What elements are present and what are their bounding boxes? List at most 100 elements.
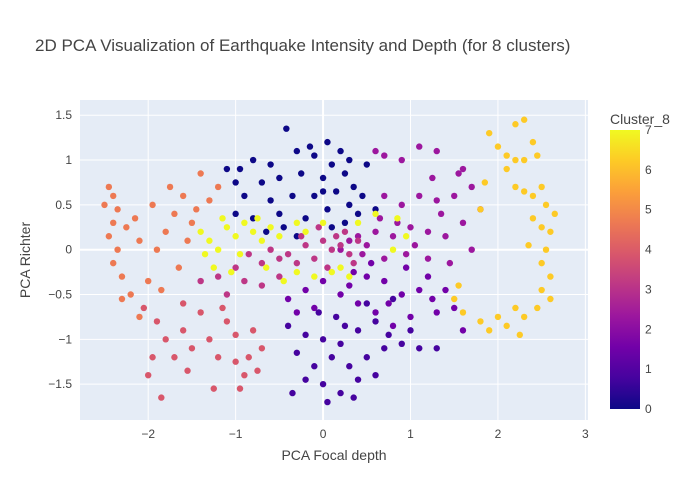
scatter-point xyxy=(311,363,318,370)
scatter-point xyxy=(298,233,305,240)
scatter-point xyxy=(293,219,301,227)
scatter-point xyxy=(547,295,554,303)
scatter-point xyxy=(214,273,222,280)
y-axis-ticks: −1.5 −1 −0.5 0 0.5 1 1.5 xyxy=(48,108,72,391)
scatter-point xyxy=(381,152,388,159)
scatter-point xyxy=(158,286,165,294)
scatter-point xyxy=(258,179,266,186)
scatter-point xyxy=(254,367,261,374)
scatter-point xyxy=(258,259,266,267)
scatter-point xyxy=(315,224,322,231)
scatter-point xyxy=(411,242,419,249)
scatter-point xyxy=(311,152,318,159)
scatter-point xyxy=(197,309,204,316)
scatter-point xyxy=(118,273,126,280)
scatter-point xyxy=(337,147,344,155)
scatter-point xyxy=(149,201,156,209)
scatter-point xyxy=(184,237,191,244)
scatter-point xyxy=(302,228,309,235)
scatter-point xyxy=(179,192,187,200)
scatter-point xyxy=(144,371,152,379)
scatter-point xyxy=(153,246,161,253)
scatter-point xyxy=(468,183,475,191)
scatter-point xyxy=(140,304,148,312)
scatter-point xyxy=(429,295,436,303)
scatter-point xyxy=(276,233,283,240)
scatter-point xyxy=(455,282,462,289)
scatter-point xyxy=(162,228,169,235)
scatter-point xyxy=(254,215,261,222)
plot-area xyxy=(80,100,588,420)
scatter-point xyxy=(232,233,239,240)
scatter-point xyxy=(319,237,327,244)
scatter-point xyxy=(424,228,432,235)
scatter-point xyxy=(328,161,336,168)
scatter-point xyxy=(171,210,178,218)
scatter-point xyxy=(551,210,558,218)
scatter-point xyxy=(381,255,388,262)
scatter-point xyxy=(162,336,169,343)
scatter-point xyxy=(520,313,528,321)
scatter-point xyxy=(381,192,388,200)
scatter-point xyxy=(367,259,375,267)
scatter-point xyxy=(363,242,370,249)
scatter-point xyxy=(311,273,318,280)
scatter-point xyxy=(337,340,344,348)
scatter-point xyxy=(283,125,290,132)
scatter-point xyxy=(267,246,274,253)
scatter-point xyxy=(512,304,519,312)
scatter-point xyxy=(258,282,266,289)
scatter-point xyxy=(503,152,510,159)
scatter-point xyxy=(206,237,213,244)
scatter-point xyxy=(118,295,126,303)
scatter-point xyxy=(459,327,467,334)
scatter-point xyxy=(433,197,440,204)
x-axis-label: PCA Focal depth xyxy=(281,447,386,463)
scatter-point xyxy=(241,371,248,379)
scatter-point xyxy=(346,363,353,370)
scatter-point xyxy=(337,246,344,253)
scatter-point xyxy=(236,165,244,173)
scatter-point xyxy=(354,300,362,307)
scatter-point xyxy=(459,309,467,316)
scatter-point xyxy=(389,295,397,303)
scatter-point xyxy=(311,304,318,312)
scatter-point xyxy=(538,183,545,191)
scatter-point xyxy=(529,138,537,146)
x-tick-label: −2 xyxy=(141,427,155,441)
scatter-point xyxy=(267,161,274,168)
scatter-point xyxy=(416,286,423,294)
scatter-point xyxy=(232,179,239,186)
scatter-point xyxy=(328,224,336,231)
scatter-point xyxy=(179,327,187,334)
y-tick-label: 0.5 xyxy=(55,198,72,212)
scatter-point xyxy=(468,246,475,253)
scatter-point xyxy=(341,219,349,227)
scatter-point xyxy=(276,273,283,280)
scatter-point xyxy=(302,286,309,294)
scatter-point xyxy=(311,255,318,262)
y-tick-label: −1.5 xyxy=(48,377,72,391)
scatter-point xyxy=(302,376,309,383)
scatter-point xyxy=(372,371,379,379)
scatter-point xyxy=(315,309,322,316)
scatter-point xyxy=(363,161,370,168)
scatter-point xyxy=(131,215,139,222)
scatter-point xyxy=(525,242,532,249)
scatter-point xyxy=(228,268,235,276)
scatter-point xyxy=(293,349,301,356)
scatter-point xyxy=(206,336,213,343)
scatter-point xyxy=(293,233,301,240)
scatter-point xyxy=(219,215,226,222)
scatter-point xyxy=(346,282,353,289)
scatter-point xyxy=(354,237,362,244)
scatter-point xyxy=(350,259,357,267)
scatter-point xyxy=(201,250,209,258)
scatter-point xyxy=(442,286,449,294)
scatter-point xyxy=(219,304,226,312)
y-axis-label: PCA Richter xyxy=(17,222,33,299)
scatter-point xyxy=(354,219,362,227)
colorbar-tick-label: 5 xyxy=(645,203,652,217)
scatter-point xyxy=(267,197,274,204)
scatter-point xyxy=(341,228,349,235)
